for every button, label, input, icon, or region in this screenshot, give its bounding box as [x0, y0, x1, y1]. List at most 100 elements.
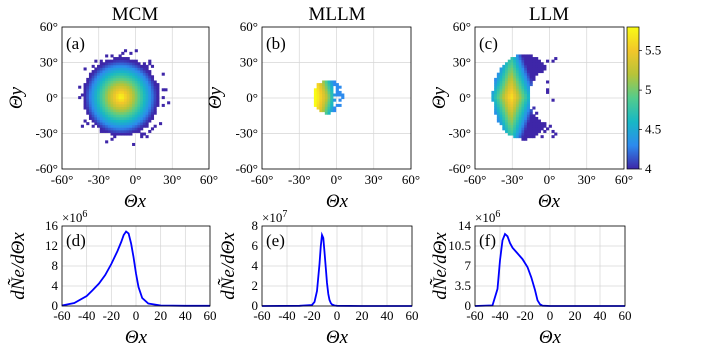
heatmap-cell — [118, 127, 122, 131]
heatmap-cell — [499, 88, 503, 92]
heatmap-cell — [123, 103, 128, 107]
heatmap-cell — [496, 90, 500, 94]
heatmap-cell — [521, 132, 525, 136]
heatmap-cell — [110, 64, 114, 68]
heatmap-cell — [102, 114, 106, 118]
heatmap-cell — [319, 90, 323, 94]
heatmap-cell — [327, 85, 331, 89]
heatmap-cell — [322, 80, 326, 84]
heatmap-cell — [118, 88, 122, 92]
heatmap-cell — [129, 114, 133, 118]
heatmap-cell — [115, 103, 119, 107]
heatmap-cell — [510, 57, 514, 61]
heatmap-cell — [118, 116, 122, 120]
heatmap-cell — [496, 119, 500, 123]
heatmap-cell — [330, 101, 334, 105]
heatmap-cell — [137, 67, 141, 71]
heatmap-cell — [132, 62, 136, 66]
heatmap-cell — [153, 103, 157, 107]
heatmap-cell — [529, 135, 533, 139]
heatmap-cell — [324, 90, 328, 94]
heatmap-cell — [107, 98, 111, 102]
heatmap-cell — [535, 124, 539, 128]
heatmap-cell — [494, 111, 498, 115]
heatmap-cell — [97, 119, 101, 123]
heatmap-cell — [142, 101, 146, 105]
heatmap-cell — [134, 127, 138, 131]
heatmap-cell — [99, 70, 103, 74]
heatmap-cell — [126, 77, 130, 81]
heatmap-cell — [134, 49, 138, 53]
heatmap-cell — [535, 132, 539, 136]
heatmap-cell — [540, 124, 544, 128]
x-tick-label: 0° — [544, 172, 556, 187]
heatmap-cell — [129, 127, 133, 131]
heatmap-cell — [529, 127, 533, 131]
heatmap-cell — [330, 109, 334, 113]
heatmap-cell — [330, 90, 334, 94]
heatmap-cell — [110, 77, 114, 81]
panel-f: (f) ×106 -60 -40 -20 0 20 40 60 0 3.5 7 10.5 14 Θx… — [430, 209, 632, 348]
heatmap-cell — [532, 129, 536, 133]
heatmap-cell — [123, 132, 128, 136]
heatmap-cell — [105, 119, 109, 123]
heatmap-cell — [126, 85, 130, 89]
heatmap-cell — [110, 119, 114, 123]
heatmap-cell — [338, 103, 342, 107]
heatmap-cell — [121, 72, 125, 76]
heatmap-cell — [153, 88, 157, 92]
heatmap-cell — [132, 83, 136, 87]
heatmap-cell — [313, 93, 318, 97]
heatmap-cell — [515, 106, 520, 110]
heatmap-cell — [526, 114, 531, 118]
heatmap-cell — [132, 111, 136, 115]
heatmap-cell — [319, 85, 323, 89]
heatmap-cell — [526, 109, 531, 113]
heatmap-cell — [105, 88, 109, 92]
heatmap-cell — [137, 80, 141, 84]
panel-c-title: LLM — [529, 4, 569, 25]
heatmap-cell — [148, 109, 152, 113]
heatmap-cell — [145, 109, 149, 113]
panel-a-heatmap — [78, 49, 171, 146]
heatmap-cell — [113, 135, 117, 139]
heatmap-cell — [88, 114, 93, 118]
heatmap-cell — [107, 90, 111, 94]
heatmap-cell — [105, 59, 109, 63]
heatmap-cell — [118, 129, 122, 133]
heatmap-cell — [107, 127, 111, 131]
heatmap-cell — [499, 93, 503, 97]
heatmap-cell — [499, 122, 503, 126]
colorbar-tick-label: 5 — [645, 82, 652, 97]
heatmap-cell — [322, 88, 326, 92]
heatmap-cell — [521, 96, 525, 100]
heatmap-cell — [142, 85, 146, 89]
x-tick-label: -30° — [288, 172, 311, 187]
heatmap-cell — [115, 96, 119, 100]
heatmap-cell — [505, 72, 509, 76]
heatmap-cell — [134, 129, 138, 133]
heatmap-cell — [502, 67, 506, 71]
heatmap-cell — [529, 83, 533, 87]
heatmap-cell — [518, 119, 522, 123]
heatmap-cell — [524, 111, 528, 115]
heatmap-cell — [524, 109, 528, 113]
heatmap-cell — [121, 114, 125, 118]
heatmap-cell — [502, 96, 506, 100]
heatmap-cell — [134, 111, 138, 115]
heatmap-cell — [496, 98, 500, 102]
heatmap-cell — [113, 96, 117, 100]
heatmap-cell — [526, 129, 531, 133]
panel-d-series-line — [61, 230, 210, 307]
heatmap-cell — [505, 70, 509, 74]
heatmap-cell — [335, 85, 339, 89]
heatmap-cell — [97, 90, 101, 94]
heatmap-cell — [91, 88, 95, 92]
heatmap-cell — [496, 77, 500, 81]
heatmap-cell — [123, 116, 128, 120]
heatmap-cell — [83, 101, 87, 105]
heatmap-cell — [132, 129, 136, 133]
heatmap-cell — [97, 67, 101, 71]
heatmap-cell — [145, 103, 149, 107]
heatmap-cell — [91, 103, 95, 107]
